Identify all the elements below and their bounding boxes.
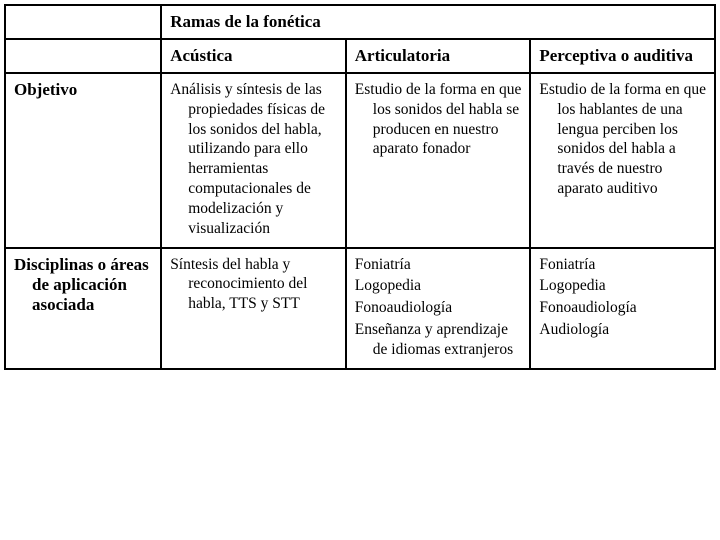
column-header-perceptiva: Perceptiva o auditiva <box>530 39 715 73</box>
table-row: Ramas de la fonética <box>5 5 715 39</box>
list-item: Logopedia <box>539 276 706 296</box>
cell-objetivo-acustica: Análisis y síntesis de las propiedades f… <box>161 73 346 248</box>
cell-text: Estudio de la forma en que los sonidos d… <box>355 80 522 159</box>
empty-cell <box>5 5 161 39</box>
list-item: Foniatría <box>355 255 522 275</box>
cell-disciplinas-acustica: Síntesis del habla y reconocimiento del … <box>161 248 346 369</box>
phonetics-branches-table: Ramas de la fonética Acústica Articulato… <box>4 4 716 370</box>
cell-text: Estudio de la forma en que los hablantes… <box>539 80 706 199</box>
table-row: Disciplinas o áreas de aplicación asocia… <box>5 248 715 369</box>
column-header-perceptiva-text: Perceptiva o auditiva <box>539 46 693 65</box>
list-item: Foniatría <box>539 255 706 275</box>
list-item: Logopedia <box>355 276 522 296</box>
cell-text: Análisis y síntesis de las propiedades f… <box>170 80 337 239</box>
row-header-objetivo: Objetivo <box>5 73 161 248</box>
main-header: Ramas de la fonética <box>161 5 715 39</box>
column-header-acustica: Acústica <box>161 39 346 73</box>
list-item: Enseñanza y aprendizaje de idiomas extra… <box>355 320 522 360</box>
row-header-label: Objetivo <box>14 80 152 100</box>
cell-disciplinas-articulatoria: Foniatría Logopedia Fonoaudiología Enseñ… <box>346 248 531 369</box>
cell-objetivo-articulatoria: Estudio de la forma en que los sonidos d… <box>346 73 531 248</box>
table-row: Objetivo Análisis y síntesis de las prop… <box>5 73 715 248</box>
list-item: Fonoaudiología <box>539 298 706 318</box>
column-header-articulatoria: Articulatoria <box>346 39 531 73</box>
empty-cell <box>5 39 161 73</box>
cell-disciplinas-perceptiva: Foniatría Logopedia Fonoaudiología Audio… <box>530 248 715 369</box>
cell-text: Síntesis del habla y reconocimiento del … <box>170 255 337 314</box>
row-header-label: Disciplinas o áreas de aplicación asocia… <box>14 255 152 315</box>
list-item: Fonoaudiología <box>355 298 522 318</box>
cell-objetivo-perceptiva: Estudio de la forma en que los hablantes… <box>530 73 715 248</box>
table-row: Acústica Articulatoria Perceptiva o audi… <box>5 39 715 73</box>
list-item: Audiología <box>539 320 706 340</box>
row-header-disciplinas: Disciplinas o áreas de aplicación asocia… <box>5 248 161 369</box>
